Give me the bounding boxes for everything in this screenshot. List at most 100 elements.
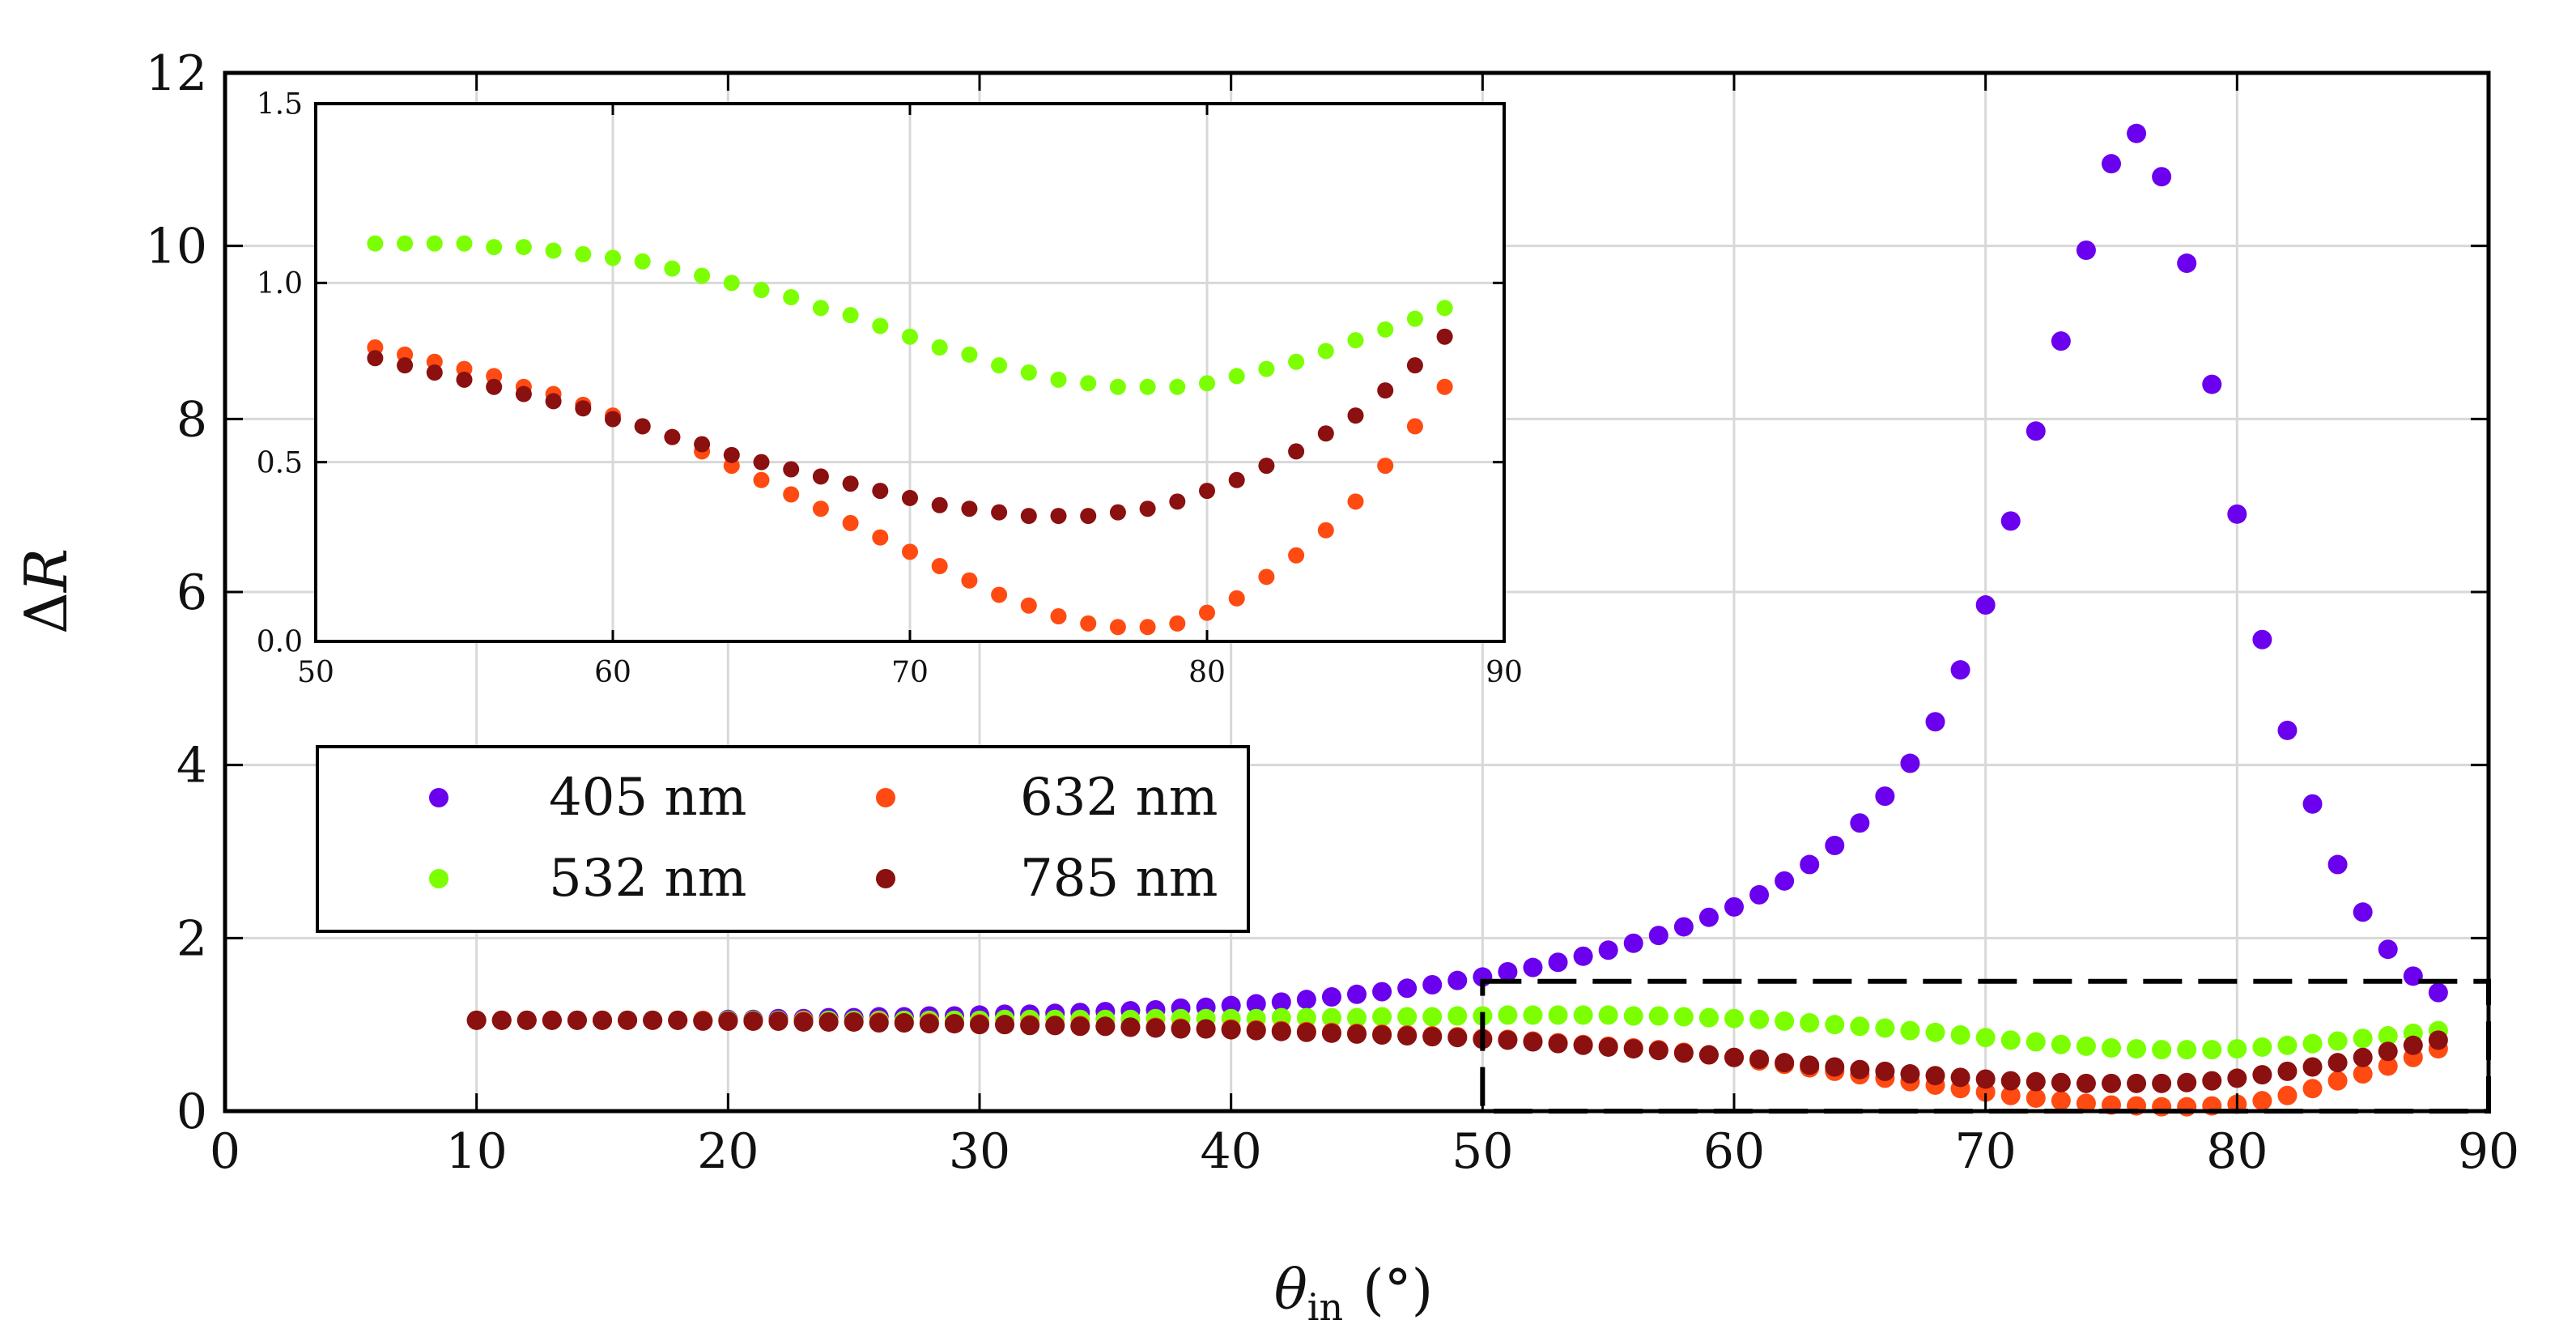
inset-point-785nm	[1050, 508, 1067, 525]
inset-point-632nm	[1347, 493, 1364, 510]
main-x-tick-label: 40	[1200, 1123, 1261, 1180]
main-point-405nm	[2102, 154, 2121, 174]
inset-point-532nm	[397, 235, 414, 252]
inset-point-532nm	[842, 307, 859, 324]
main-point-532nm	[1598, 1005, 1618, 1025]
main-point-405nm	[1296, 990, 1316, 1010]
main-point-785nm	[1698, 1045, 1719, 1065]
main-point-785nm	[793, 1011, 814, 1032]
inset-point-632nm	[1436, 378, 1453, 395]
main-point-785nm	[2403, 1035, 2423, 1055]
inset-point-632nm	[1199, 604, 1215, 621]
main-point-532nm	[2202, 1040, 2222, 1060]
main-point-785nm	[970, 1015, 989, 1035]
inset-point-785nm	[575, 400, 592, 417]
inset-point-785nm	[486, 378, 503, 395]
inset-y-tick-label: 1.0	[257, 267, 303, 300]
main-point-532nm	[1321, 1007, 1341, 1028]
main-point-785nm	[1447, 1028, 1468, 1048]
main-point-785nm	[1296, 1022, 1316, 1042]
main-point-405nm	[2202, 374, 2222, 394]
main-point-405nm	[1825, 836, 1845, 856]
main-point-785nm	[995, 1015, 1015, 1035]
inset-point-632nm	[783, 486, 800, 503]
x-axis-symbol: θ	[1274, 1258, 1307, 1322]
inset-point-632nm	[1139, 619, 1156, 636]
inset-point-785nm	[872, 483, 889, 500]
main-point-532nm	[1623, 1006, 1643, 1026]
main-point-405nm	[2177, 253, 2197, 274]
inset-point-632nm	[842, 514, 859, 531]
inset-point-632nm	[1020, 597, 1037, 614]
inset-point-785nm	[426, 364, 443, 381]
main-point-785nm	[1673, 1043, 1694, 1063]
inset-point-532nm	[1020, 364, 1037, 381]
inset-point-785nm	[1228, 471, 1245, 488]
main-point-405nm	[1548, 952, 1568, 973]
main-point-632nm	[2000, 1085, 2021, 1105]
inset-point-532nm	[664, 260, 681, 277]
inset-point-632nm	[1169, 615, 1186, 632]
main-point-405nm	[1372, 982, 1392, 1002]
main-point-532nm	[1573, 1005, 1593, 1025]
main-x-tick-label: 10	[445, 1123, 507, 1180]
main-point-785nm	[1850, 1059, 1870, 1080]
main-y-tick-label: 2	[176, 910, 207, 967]
main-point-532nm	[1397, 1007, 1418, 1027]
main-point-785nm	[2252, 1065, 2272, 1085]
inset-y-tick-label: 0.5	[257, 446, 303, 479]
inset-point-632nm	[872, 529, 889, 546]
main-point-405nm	[1573, 946, 1593, 966]
inset-point-532nm	[545, 242, 562, 259]
inset-point-785nm	[991, 504, 1008, 521]
main-point-785nm	[618, 1010, 638, 1030]
main-point-632nm	[2252, 1091, 2272, 1111]
main-series-785nm	[466, 1010, 2448, 1093]
main-point-785nm	[516, 1010, 537, 1030]
main-point-632nm	[2327, 1071, 2348, 1091]
main-point-785nm	[2177, 1072, 2197, 1092]
main-point-532nm	[2026, 1032, 2046, 1052]
main-point-532nm	[2051, 1034, 2071, 1054]
main-point-785nm	[668, 1010, 688, 1030]
inset-point-532nm	[367, 235, 384, 252]
inset-point-632nm	[1317, 522, 1334, 539]
main-point-785nm	[1498, 1030, 1518, 1050]
inset-point-532nm	[1406, 310, 1423, 327]
inset-point-785nm	[694, 436, 711, 453]
inset-point-532nm	[783, 289, 800, 306]
legend-box	[316, 745, 1250, 933]
main-point-785nm	[1347, 1024, 1367, 1044]
inset-point-785nm	[1317, 425, 1334, 442]
main-point-405nm	[2353, 902, 2373, 922]
main-point-405nm	[1623, 933, 1643, 953]
inset-point-532nm	[1436, 300, 1453, 317]
inset-point-785nm	[812, 468, 829, 485]
inset-point-785nm	[723, 446, 740, 463]
main-point-785nm	[818, 1011, 839, 1032]
inset-point-532nm	[1050, 371, 1067, 388]
main-point-785nm	[894, 1013, 914, 1033]
main-point-785nm	[718, 1011, 738, 1031]
main-point-785nm	[1573, 1035, 1593, 1055]
main-point-632nm	[2353, 1064, 2373, 1084]
main-tick-labels: 0 10 20 30 40 50 60 70 80 90 0 2 4 6 8 10 12	[146, 45, 2520, 1180]
main-point-532nm	[1850, 1016, 1870, 1037]
main-x-tick-label: 30	[949, 1123, 1010, 1180]
inset-x-tick-label: 50	[297, 656, 334, 689]
inset-x-tick-label: 80	[1188, 656, 1226, 689]
inset-point-532nm	[1377, 321, 1394, 338]
main-point-785nm	[2026, 1071, 2046, 1092]
inset-point-632nm	[812, 500, 829, 517]
main-point-785nm	[2378, 1041, 2398, 1062]
main-point-405nm	[2277, 720, 2298, 740]
main-point-405nm	[1875, 786, 1895, 807]
main-point-785nm	[1623, 1039, 1643, 1059]
main-y-tick-label: 6	[176, 564, 207, 621]
main-point-405nm	[1925, 712, 1945, 732]
main-point-785nm	[919, 1014, 939, 1034]
main-point-785nm	[1397, 1026, 1418, 1046]
main-point-532nm	[2353, 1028, 2373, 1049]
y-axis-symbol: R	[12, 548, 80, 594]
